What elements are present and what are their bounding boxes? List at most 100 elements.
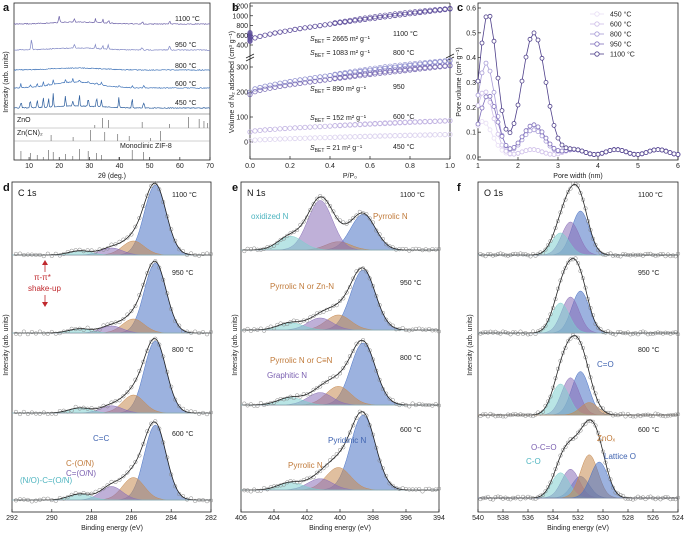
b-point-desorption-450 [442,132,448,138]
b-x-axis-label: P/P₀ [343,173,357,180]
b-point-desorption-800 [412,60,418,66]
xps-raw-point [304,392,310,397]
xps-raw-point [518,329,523,334]
xps-raw-point [423,247,428,252]
xps-raw-point [49,411,54,416]
xps-raw-point [193,329,198,334]
b-point-desorption-1100 [427,7,433,13]
b-point-600 [252,128,258,134]
xps-raw-point [583,421,588,426]
xps-x-tick-label: 394 [433,515,445,522]
c-x-tick-label: 2 [516,163,520,170]
b-point-desorption-1100 [402,10,408,16]
xps-raw-point [21,497,26,502]
d-y-axis-label: Intensity (arb. units) [3,314,10,375]
f-ticks: 540 538 536 534 532 530 528 526 524 [472,509,684,522]
xps-raw-point [515,252,521,257]
b-point-950 [407,67,413,73]
b-point-600 [317,124,323,130]
a-xrd-curve-600 [14,78,211,89]
b-point-desorption-600 [342,122,348,128]
xps-raw-point [545,243,551,248]
c-point-450 [487,127,493,133]
c-point-1100 [623,149,629,155]
xps-raw-point [578,428,583,433]
c-point-1100 [659,147,665,153]
xps-x-tick-label: 534 [547,515,559,522]
c-point-450 [479,119,485,124]
xps-raw-point [498,495,503,500]
xps-raw-point [407,328,412,333]
xps-raw-point [665,413,671,418]
c-point-1100 [603,149,609,155]
xps-raw-point [595,430,601,435]
b-y-tick-label: 1200 [232,4,248,11]
c-point-800 [483,60,489,66]
c-point-1100 [619,148,625,153]
c-point-450 [499,147,505,153]
f-ann-c-o: C-O [526,457,541,466]
b-point-desorption-450 [447,131,453,137]
b-point-950 [377,70,383,76]
xps-raw-point [663,254,668,259]
xps-raw-point [208,410,214,415]
xps-raw-point [615,253,621,258]
f-title: O 1s [484,188,504,198]
c-point-600 [551,152,557,157]
b-point-desorption-1100 [392,11,398,17]
xps-raw-point [301,392,306,397]
b-point-600 [282,125,288,132]
f-ann-znox: ZnOₓ [597,434,616,443]
c-point-450 [491,135,497,141]
xps-raw-point [53,251,58,256]
xps-raw-point [585,419,591,424]
xps-raw-point [89,248,94,253]
xps-raw-point [528,413,533,418]
xps-raw-point [400,246,405,252]
xps-raw-point [121,474,126,479]
c-point-1100 [523,54,529,60]
c-point-1100 [539,55,545,61]
c-legend-label: 600 °C [610,21,631,29]
b-point-desorption-950 [442,63,448,69]
xps-raw-point [370,283,376,289]
xps-raw-point [318,194,323,199]
b-point-desorption-450 [387,133,393,139]
c-y-tick-label: 0.2 [466,105,476,112]
e-ticks: 406 404 402 400 398 396 394 [235,509,445,522]
xps-raw-point [125,390,130,395]
xps-raw-point [81,490,86,496]
xps-raw-point [341,296,346,301]
xps-raw-point [45,331,50,336]
c-point-600 [495,131,501,137]
xps-raw-point [258,488,263,493]
c-point-1100 [555,135,561,141]
xps-component-GraphiticN [241,200,439,251]
b-point-desorption-950 [417,65,423,71]
xps-raw-point [518,412,523,417]
f-ann-co: C=O [597,360,614,369]
b-point-low-pressure [247,31,253,37]
xps-raw-point [89,327,94,333]
panel-letter-d: d [3,182,10,194]
b-y-axis-label: Volume of N₂ adsorbed (cm³ g⁻¹) [229,31,236,133]
c-y-tick-label: 0.0 [466,155,476,162]
c-point-1100 [491,38,497,44]
a-xrd-curve-450 [13,93,210,109]
xps-raw-point [648,251,653,256]
xps-raw-point [673,497,678,502]
b-y-tick-label: 100 [236,115,248,122]
xps-raw-point [575,430,581,435]
b-point-desorption-600 [387,120,393,126]
b-point-desorption-1100 [417,8,423,14]
xps-raw-point [29,410,34,415]
xps-raw-point [328,203,333,209]
b-temp-450: 450 °C [393,143,414,151]
b-point-950 [312,78,318,84]
b-point-desorption-600 [407,119,413,125]
b-x-tick-label: 0.2 [285,163,295,170]
xps-raw-point [413,246,418,251]
b-y-tick-label: 600 [236,33,248,40]
b-point-desorption-1100 [372,14,378,20]
c-point-1100 [507,130,513,136]
